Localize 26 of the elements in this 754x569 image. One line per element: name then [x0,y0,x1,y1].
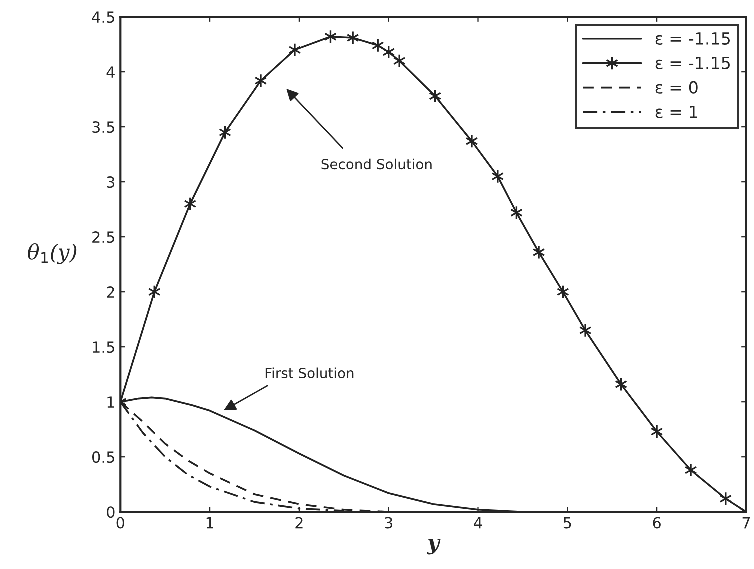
y-tick-label: 4 [106,66,115,78]
x-tick-label: 5 [564,517,572,529]
y-tick-label: 4.5 [92,12,114,24]
x-tick-label: 2 [296,517,303,529]
y-tick-label: 1 [108,396,114,408]
legend-label: ε = 1 [656,106,698,118]
x-tick-label: 0 [116,517,124,529]
y-tick-label: 2 [107,286,114,298]
x-tick-label: 4 [474,517,482,529]
x-tick-label: 6 [653,517,661,529]
y-axis-title: θ$_{1}$(y) [28,244,77,264]
annotation: Second Solution [322,158,432,170]
y-tick-label: 1.5 [93,342,114,354]
y-tick-label: 0 [107,506,115,518]
legend-label: ε = -1.15 [656,32,730,45]
y-tick-label: 0.5 [92,452,114,464]
y-tick-label: 2.5 [92,232,114,244]
annotation: First Solution [266,368,354,379]
legend-label: ε = -1.15 [656,57,730,70]
x-tick-label: 7 [742,517,750,529]
x-tick-label: 3 [385,517,392,529]
y-tick-label: 3 [107,176,115,188]
y-tick-label: 3.5 [92,122,114,134]
legend-label: ε = 0 [656,81,698,94]
x-tick-label: 1 [206,517,214,529]
x-axis-title: y [427,539,441,555]
